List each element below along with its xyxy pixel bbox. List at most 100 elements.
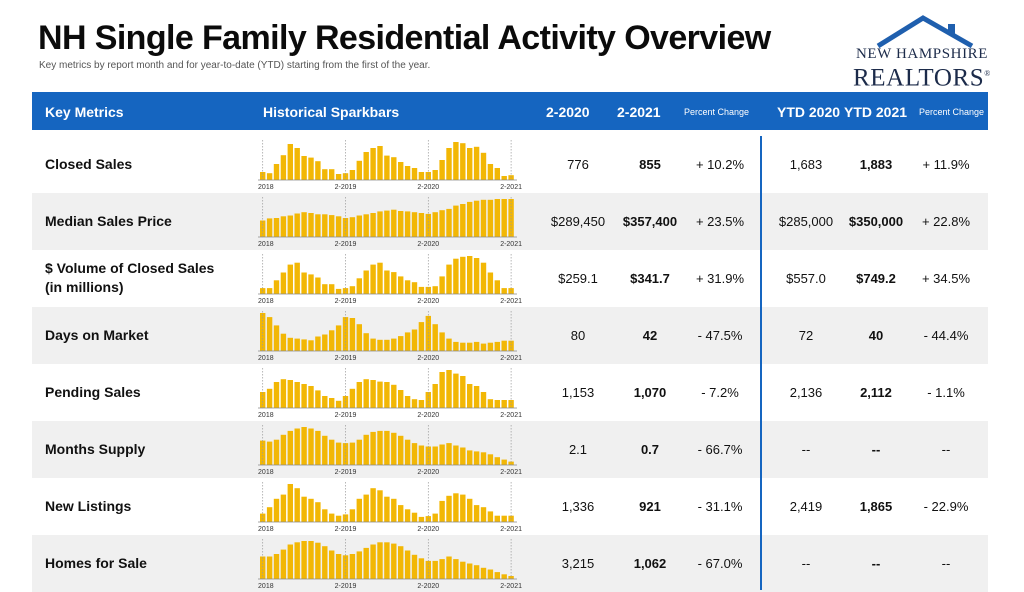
spark-bar [377, 211, 383, 237]
spark-bar [418, 286, 425, 294]
spark-bar [287, 215, 293, 237]
value-pct-change: - 47.5% [697, 328, 743, 343]
spark-bar [411, 399, 418, 408]
spark-bar [349, 554, 356, 579]
spark-bar [335, 554, 342, 579]
spark-bar [439, 210, 445, 237]
spark-bar [280, 434, 287, 465]
spark-bar [322, 284, 328, 294]
spark-bar [356, 439, 362, 465]
spark-bar [418, 445, 425, 465]
value-ytd-pct-change: -- [941, 442, 951, 457]
table-row: Median Sales Price2-20182-20192-20202-20… [32, 193, 988, 250]
value-prev: 776 [567, 157, 589, 172]
value-pct-change: + 23.5% [695, 214, 745, 229]
spark-bar [356, 324, 362, 351]
spark-tick-label: 2-2021 [500, 412, 522, 419]
sparkbar-chart: 2-2018 2-2019 2-2020 2-2021 [258, 425, 522, 476]
spark-bar [315, 214, 321, 237]
table-header: Key Metrics Historical Sparkbars 2-2020 … [32, 92, 988, 130]
spark-tick-label: 2-2021 [500, 355, 522, 362]
value-ytd-prev: 1,683 [789, 157, 823, 172]
spark-tick-label: 2-2020 [417, 583, 439, 590]
metric-label: Months Supply [45, 441, 146, 457]
spark-bar [494, 572, 500, 579]
spark-bar [294, 542, 300, 579]
spark-bar [322, 169, 328, 180]
spark-bar [342, 443, 349, 465]
spark-bar [501, 288, 507, 294]
value-ytd-pct-change: - 1.1% [927, 385, 965, 400]
table-row: Months Supply 2-2018 2-2019 2-2020 2-2021 2.1… [32, 421, 988, 478]
spark-tick-label: 2-2021 [500, 184, 522, 191]
spark-bar [411, 282, 418, 294]
value-prev: $289,450 [550, 214, 606, 229]
spark-tick-label: 2-2021 [500, 469, 522, 476]
spark-bar [322, 214, 328, 237]
value-pct-change: + 31.9% [695, 271, 745, 286]
spark-bar [384, 339, 390, 351]
registered-mark: ® [984, 69, 991, 78]
value-ytd-prev: -- [801, 556, 811, 571]
spark-bar [453, 258, 459, 294]
spark-bar [432, 560, 438, 579]
spark-bar [287, 144, 293, 180]
spark-bar [404, 439, 411, 465]
value-ytd-pct-change: -- [941, 556, 951, 571]
spark-bar [391, 384, 397, 408]
spark-tick-label: 2-2019 [335, 526, 357, 533]
value-ytd-prev: $285,000 [778, 214, 834, 229]
spark-bar [308, 340, 314, 351]
spark-bar [384, 155, 390, 180]
spark-bar [480, 343, 487, 351]
house-roof-icon [876, 15, 974, 49]
page-title: NH Single Family Residential Activity Ov… [38, 19, 771, 57]
spark-bar [391, 338, 397, 351]
sparkbar-chart: 2-2018 2-2019 2-2020 2-2021 [258, 254, 522, 305]
logo-line2: REALTORS® [853, 64, 991, 92]
spark-bar [308, 541, 314, 579]
spark-bar [398, 336, 404, 351]
spark-bar [301, 496, 307, 522]
header-col-prev: 2-2020 [546, 104, 590, 120]
spark-bar [494, 168, 500, 180]
spark-bar [377, 381, 383, 408]
spark-bar [398, 505, 404, 522]
sparkbar-chart: 2-2018 2-2019 2-2020 2-2021 [258, 368, 522, 419]
spark-bar [391, 498, 397, 522]
spark-tick-label: 2-2019 [335, 355, 357, 362]
spark-bar [294, 148, 300, 180]
spark-bar [370, 544, 376, 579]
spark-bar [273, 498, 280, 522]
spark-tick-label: 2-2018 [258, 298, 274, 305]
spark-bar [377, 490, 383, 522]
spark-tick-label: 2-2019 [335, 184, 357, 191]
spark-bar [322, 334, 328, 351]
spark-bar [432, 384, 438, 408]
spark-bar [301, 272, 307, 294]
spark-bar [480, 152, 487, 180]
spark-bar [508, 175, 514, 180]
value-ytd-curr: $749.2 [856, 271, 896, 286]
spark-bar [301, 156, 307, 180]
spark-bar [349, 318, 356, 351]
spark-bar [439, 444, 445, 465]
spark-bar [480, 262, 487, 294]
spark-bar [473, 505, 480, 522]
spark-bar [349, 217, 356, 237]
spark-tick-label: 2-2020 [417, 355, 439, 362]
value-prev: 80 [570, 328, 586, 343]
spark-bar [411, 512, 418, 522]
spark-bar [418, 172, 425, 180]
spark-bar [315, 161, 321, 180]
spark-bar [377, 430, 383, 465]
value-ytd-prev: -- [801, 442, 811, 457]
spark-tick-label: 2-2021 [500, 298, 522, 305]
spark-bar [322, 396, 328, 408]
spark-bar [446, 148, 452, 180]
spark-bar [287, 264, 293, 294]
spark-tick-label: 2-2020 [417, 241, 439, 248]
spark-bar [266, 288, 273, 294]
spark-bar [480, 507, 487, 522]
spark-bar [453, 341, 459, 351]
